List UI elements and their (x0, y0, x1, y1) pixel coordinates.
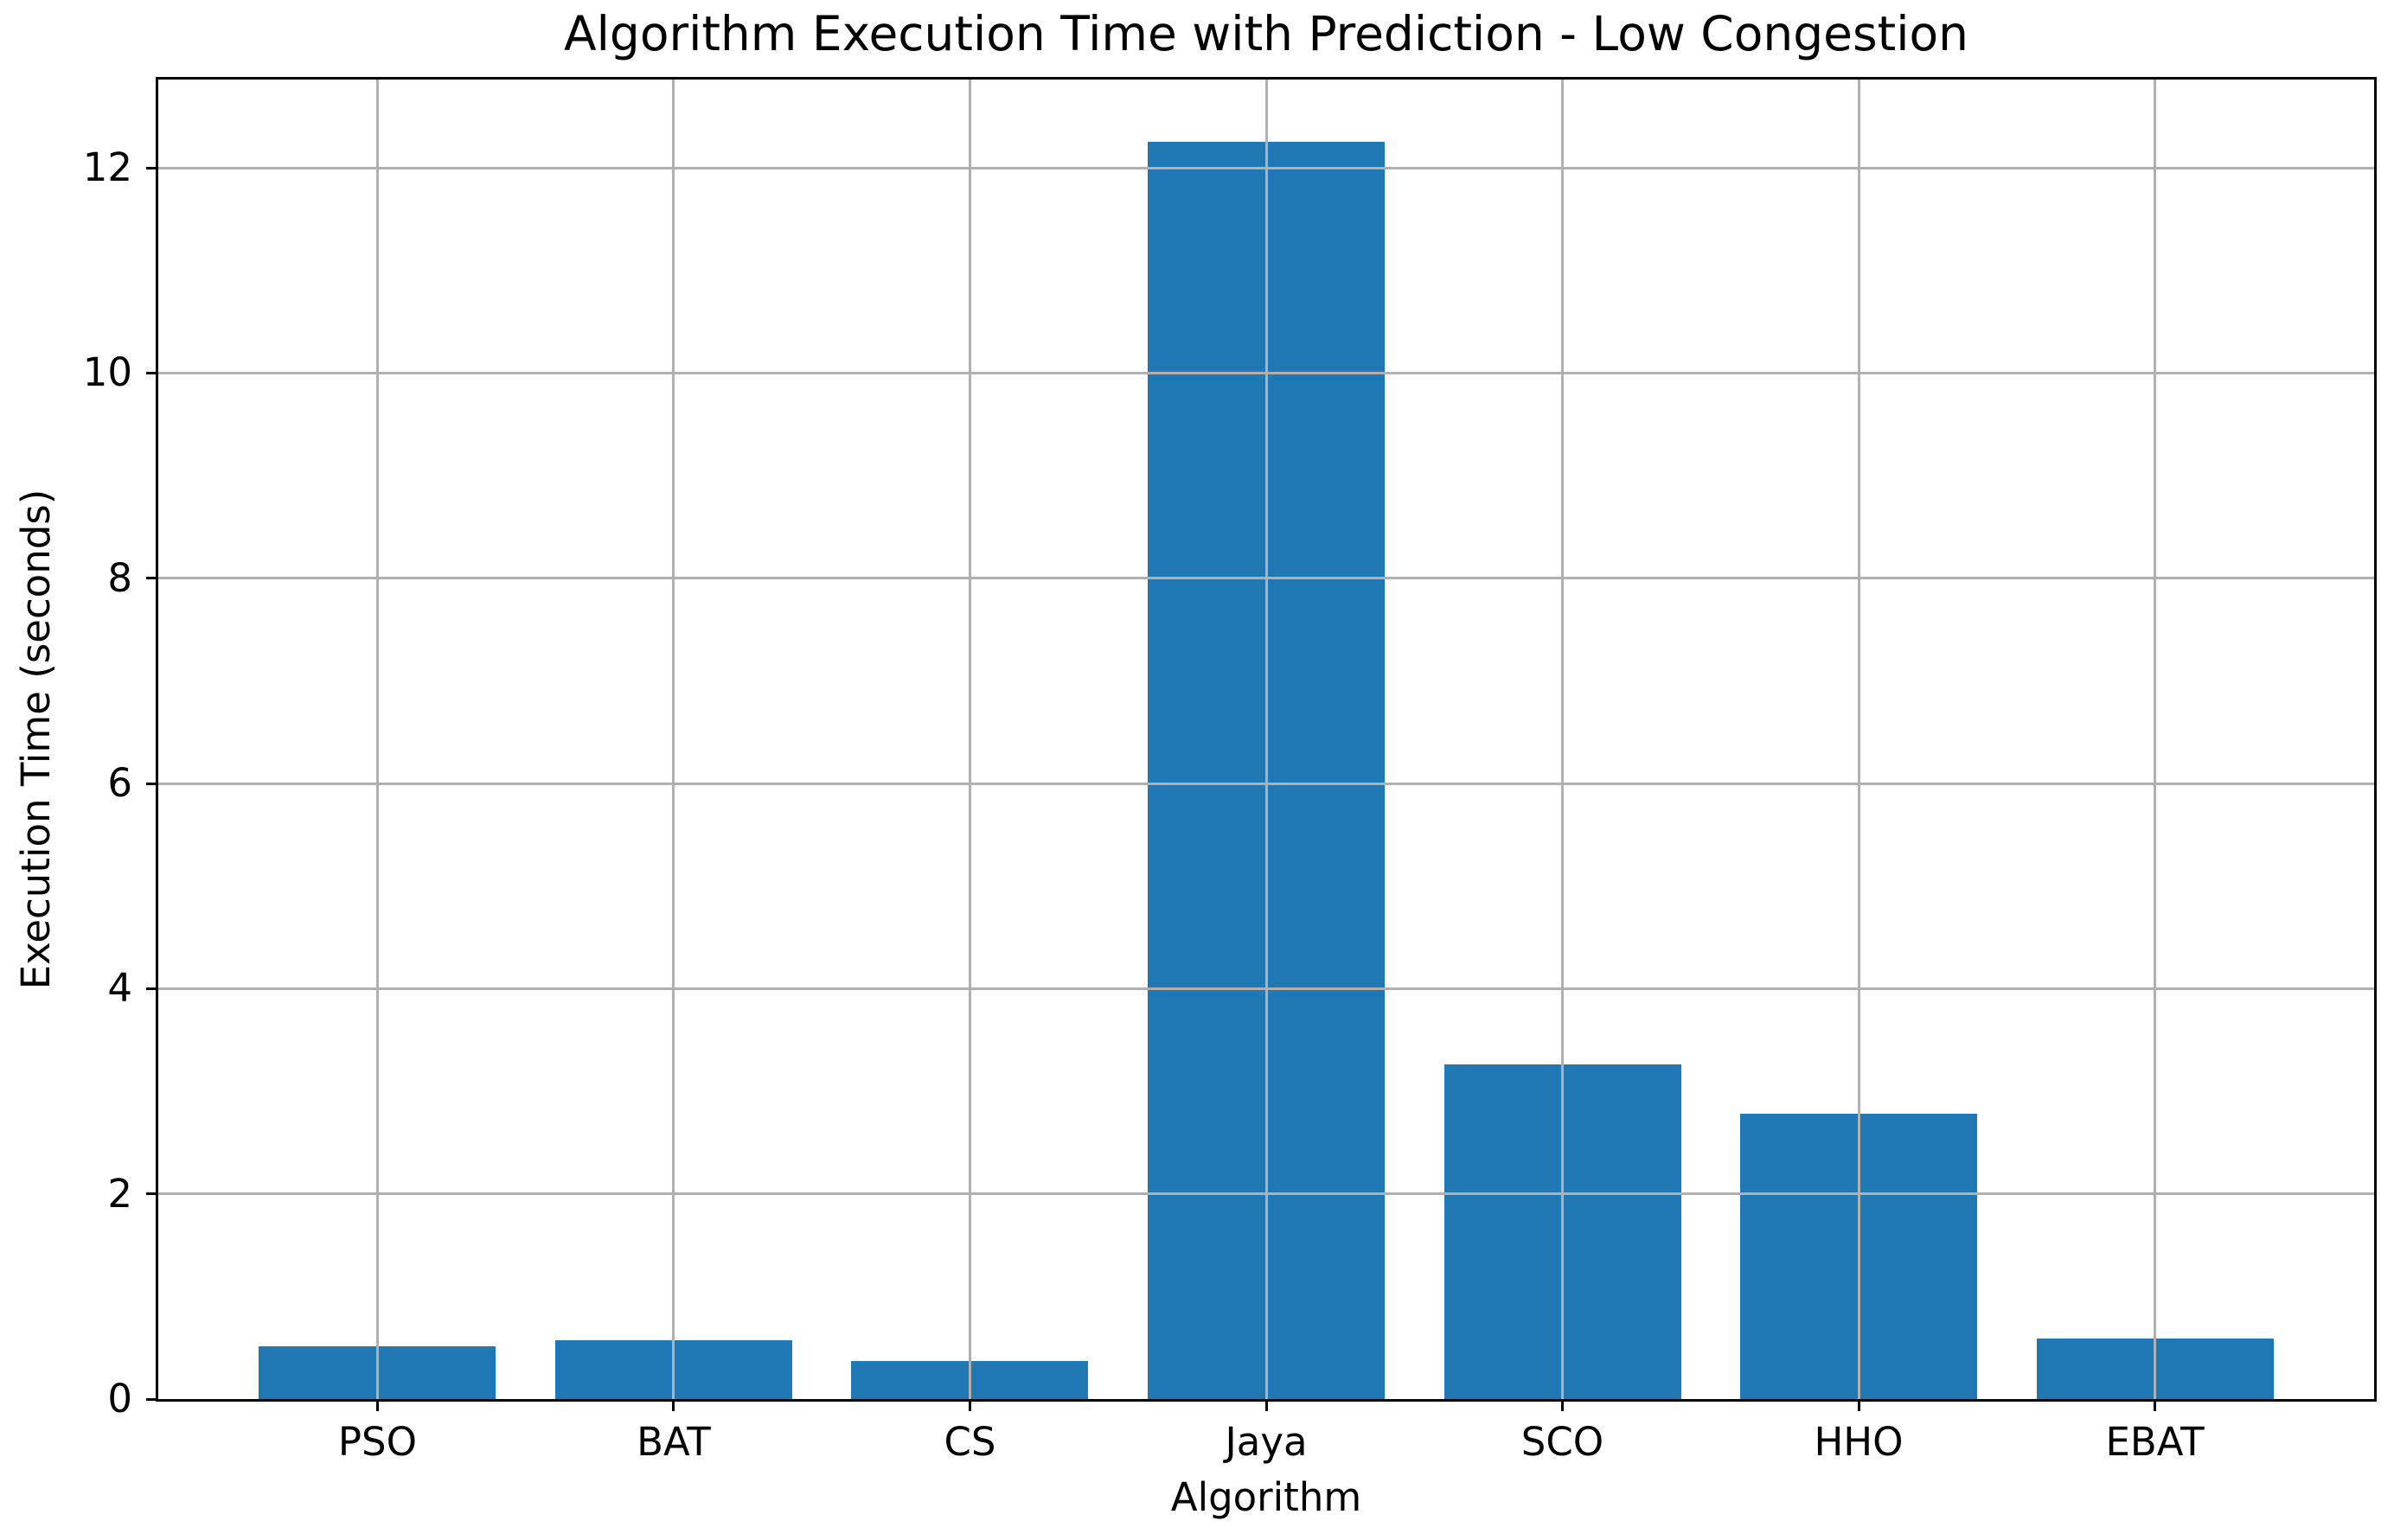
gridline-vertical (375, 80, 379, 1399)
gridline-vertical (1857, 80, 1860, 1399)
y-tick-label: 6 (107, 760, 132, 807)
gridline-vertical (968, 80, 971, 1399)
y-tick-mark (146, 782, 158, 785)
gridline-vertical (1264, 80, 1268, 1399)
gridline-horizontal (158, 371, 2374, 374)
gridline-vertical (672, 80, 675, 1399)
chart-title: Algorithm Execution Time with Prediction… (564, 6, 1968, 61)
gridline-vertical (2154, 80, 2157, 1399)
y-tick-label: 10 (82, 349, 132, 396)
x-tick-mark (672, 1399, 675, 1411)
x-tick-mark (1561, 1399, 1564, 1411)
y-tick-label: 4 (107, 965, 132, 1012)
gridline-horizontal (158, 166, 2374, 169)
grid-layer (158, 80, 2374, 1399)
y-axis-label: Execution Time (seconds) (13, 489, 59, 990)
gridline-horizontal (158, 577, 2374, 580)
x-tick-mark (2154, 1399, 2157, 1411)
y-tick-mark (146, 577, 158, 580)
gridline-vertical (1561, 80, 1564, 1399)
y-tick-label: 8 (107, 554, 132, 601)
y-tick-mark (146, 166, 158, 169)
x-tick-label: SCO (1520, 1419, 1604, 1465)
y-tick-label: 12 (82, 144, 132, 191)
x-tick-label: EBAT (2105, 1419, 2205, 1465)
x-tick-mark (375, 1399, 379, 1411)
gridline-horizontal (158, 1192, 2374, 1196)
y-tick-label: 2 (107, 1170, 132, 1217)
x-tick-label: Jaya (1225, 1419, 1308, 1465)
x-tick-mark (1264, 1399, 1268, 1411)
x-tick-mark (968, 1399, 971, 1411)
y-tick-label: 0 (107, 1376, 132, 1422)
x-tick-label: PSO (337, 1419, 418, 1465)
x-tick-label: HHO (1814, 1419, 1904, 1465)
gridline-horizontal (158, 987, 2374, 990)
y-tick-mark (146, 1397, 158, 1401)
x-tick-label: CS (944, 1419, 996, 1465)
y-tick-mark (146, 987, 158, 990)
x-tick-mark (1857, 1399, 1860, 1411)
y-tick-mark (146, 371, 158, 374)
plot-area: PSO BAT CS Jaya SCO HHO EBAT 0 2 4 6 8 10 12 (83, 77, 2377, 1465)
x-tick-label: BAT (637, 1419, 711, 1465)
gridline-horizontal (158, 782, 2374, 785)
y-tick-mark (146, 1192, 158, 1196)
x-axis-label: Algorithm (1170, 1474, 1362, 1520)
